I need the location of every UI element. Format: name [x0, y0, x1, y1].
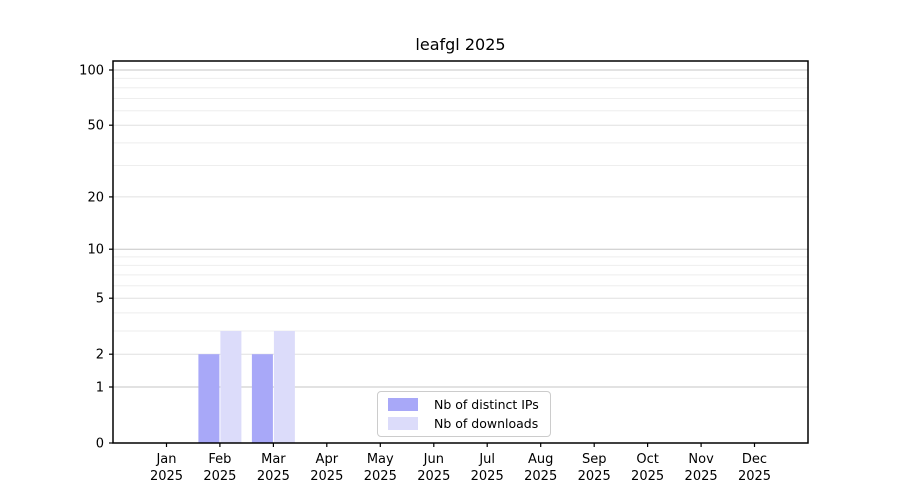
- x-tick-label-month: Jan: [155, 452, 176, 467]
- legend-item-downloads: Nb of downloads: [388, 416, 539, 431]
- y-tick-label: 0: [96, 437, 104, 452]
- x-tick-label-month: Aug: [528, 452, 553, 467]
- legend-item-distinct-ips: Nb of distinct IPs: [388, 397, 539, 412]
- x-tick-label-year: 2025: [685, 469, 718, 484]
- x-tick-label-month: May: [367, 452, 394, 467]
- x-tick-label-year: 2025: [203, 469, 236, 484]
- bar-nb-of-downloads-mar: [273, 331, 295, 443]
- x-tick-label-year: 2025: [257, 469, 290, 484]
- x-tick-label-month: Nov: [688, 452, 714, 467]
- plot-border: [112, 60, 809, 444]
- y-tick-label: 1: [96, 380, 104, 395]
- y-tick-label: 50: [87, 119, 104, 134]
- x-tick-label-month: Jul: [478, 452, 495, 467]
- x-tick-label-month: Mar: [261, 452, 286, 467]
- y-tick-label: 2: [96, 348, 104, 363]
- legend-swatch-downloads: [388, 417, 418, 430]
- bar-nb-of-downloads-feb: [220, 331, 242, 443]
- x-tick-label-year: 2025: [631, 469, 664, 484]
- x-tick-label-year: 2025: [310, 469, 343, 484]
- x-tick-label-month: Oct: [636, 452, 658, 467]
- x-tick-label-year: 2025: [364, 469, 397, 484]
- x-tick-label-year: 2025: [150, 469, 183, 484]
- x-tick-label-year: 2025: [524, 469, 557, 484]
- x-tick-label-year: 2025: [471, 469, 504, 484]
- x-tick-label-year: 2025: [417, 469, 450, 484]
- x-tick-label-month: Dec: [742, 452, 767, 467]
- legend-label-distinct-ips: Nb of distinct IPs: [434, 397, 539, 412]
- x-tick-label-month: Sep: [582, 452, 607, 467]
- legend-swatch-distinct-ips: [388, 398, 418, 411]
- legend: Nb of distinct IPs Nb of downloads: [377, 391, 551, 437]
- x-tick-label-month: Apr: [316, 452, 339, 467]
- chart-title: leafgl 2025: [415, 35, 506, 54]
- bar-nb-of-distinct-ips-feb: [198, 354, 220, 443]
- y-tick-label: 20: [87, 190, 104, 205]
- y-tick-label: 10: [87, 243, 104, 258]
- x-tick-label-month: Jun: [423, 452, 444, 467]
- x-tick-label-month: Feb: [208, 452, 231, 467]
- bar-nb-of-distinct-ips-mar: [251, 354, 273, 443]
- y-tick-label: 5: [96, 292, 104, 307]
- x-tick-label-year: 2025: [578, 469, 611, 484]
- x-tick-label-year: 2025: [738, 469, 771, 484]
- legend-label-downloads: Nb of downloads: [434, 416, 539, 431]
- y-tick-label: 100: [79, 64, 104, 79]
